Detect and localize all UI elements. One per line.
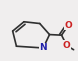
- Text: O: O: [63, 41, 71, 50]
- Text: N: N: [39, 43, 47, 52]
- Text: O: O: [64, 21, 72, 30]
